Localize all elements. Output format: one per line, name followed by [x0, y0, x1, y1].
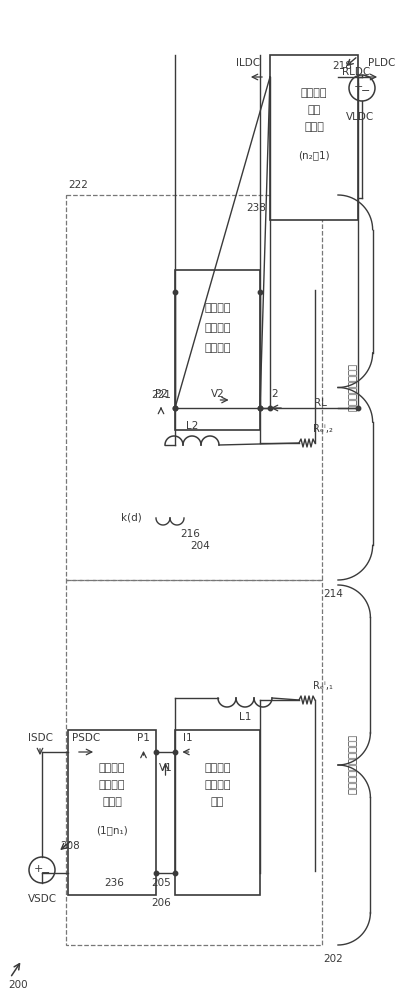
Text: +: +: [33, 864, 43, 874]
Text: PLDC: PLDC: [368, 58, 395, 68]
Text: ISDC: ISDC: [28, 733, 53, 743]
Text: 调谐电路: 调谐电路: [204, 343, 231, 353]
Bar: [68, 730, 156, 895]
Text: 238: 238: [246, 203, 266, 213]
Text: 218: 218: [332, 61, 352, 71]
Text: PSDC: PSDC: [72, 733, 100, 743]
Text: 基底充电: 基底充电: [99, 763, 125, 773]
Text: 转换器: 转换器: [304, 122, 324, 132]
Text: 208: 208: [60, 841, 80, 851]
Text: 222: 222: [68, 180, 88, 190]
Text: VLDC: VLDC: [346, 112, 374, 122]
Text: I1: I1: [182, 733, 192, 743]
Text: P1: P1: [137, 733, 150, 743]
Text: 基底充电: 基底充电: [204, 763, 231, 773]
Text: 系统调谐: 系统调谐: [204, 780, 231, 790]
Text: ILDC: ILDC: [236, 58, 260, 68]
Bar: [66, 580, 322, 945]
Text: 电动车辆: 电动车辆: [204, 303, 231, 313]
Text: I2: I2: [269, 389, 279, 399]
Text: 转换器: 转换器: [102, 797, 122, 807]
Text: +: +: [353, 82, 363, 92]
Text: 204: 204: [190, 541, 210, 551]
Text: 功率: 功率: [307, 105, 321, 115]
Text: 221: 221: [151, 390, 171, 400]
Text: (n₂：1): (n₂：1): [298, 150, 330, 160]
Text: P2: P2: [155, 389, 167, 399]
Text: (1：n₁): (1：n₁): [96, 825, 128, 835]
Text: RLDC: RLDC: [342, 67, 370, 77]
Text: L1: L1: [239, 712, 251, 722]
Bar: [175, 270, 260, 430]
Text: V2: V2: [210, 389, 224, 399]
Text: 电动车辆: 电动车辆: [301, 88, 327, 98]
Text: 系统功率: 系统功率: [99, 780, 125, 790]
Bar: [270, 55, 358, 220]
Text: Rₑⁱ,₂: Rₑⁱ,₂: [313, 424, 333, 434]
Text: −: −: [42, 868, 51, 878]
Text: 214: 214: [323, 589, 343, 599]
Bar: [66, 195, 322, 580]
Text: 基底无线功率充电系统: 基底无线功率充电系统: [347, 735, 357, 795]
Text: 216: 216: [180, 529, 200, 539]
Text: k(d): k(d): [121, 513, 142, 523]
Text: 206: 206: [151, 898, 171, 908]
Text: L2: L2: [186, 421, 198, 431]
Text: 202: 202: [323, 954, 343, 964]
Text: Rₑⁱ,₁: Rₑⁱ,₁: [313, 681, 333, 691]
Text: 200: 200: [8, 980, 28, 990]
Text: 电动车辆充电系统: 电动车辆充电系统: [347, 363, 357, 412]
Text: 充电系统: 充电系统: [204, 323, 231, 333]
Bar: [175, 730, 260, 895]
Text: 236: 236: [104, 878, 124, 888]
Text: −: −: [361, 86, 371, 96]
Text: 电路: 电路: [211, 797, 224, 807]
Text: RL: RL: [314, 398, 326, 408]
Text: V1: V1: [159, 763, 172, 773]
Text: VSDC: VSDC: [28, 894, 57, 904]
Text: 205: 205: [151, 878, 171, 888]
